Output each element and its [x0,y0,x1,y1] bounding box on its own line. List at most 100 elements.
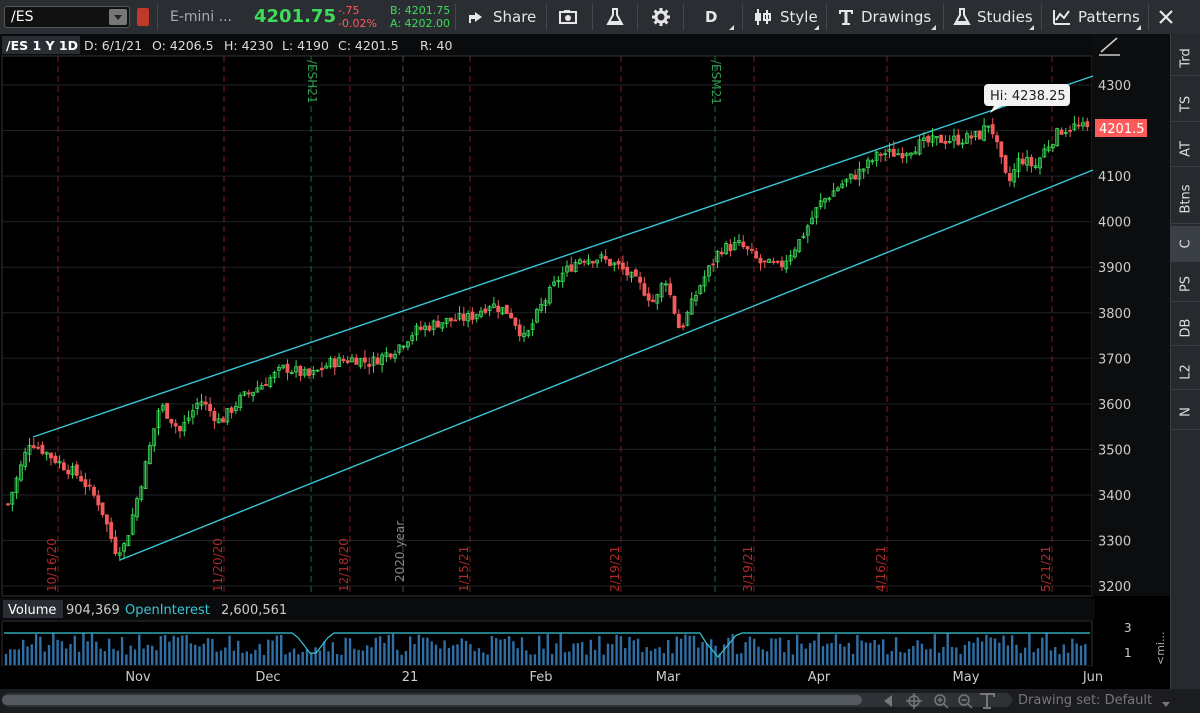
candle-body [999,141,1004,158]
candle-body [788,255,793,262]
tab-at[interactable]: AT [1171,131,1200,167]
candle-body [190,410,195,418]
flask-icon [953,8,971,25]
candle-body [818,200,823,207]
candle-body [560,272,565,282]
tab-label: Trd [1178,47,1194,68]
tab-l2[interactable]: L2 [1171,354,1200,390]
chevron-down-icon[interactable] [1162,702,1170,707]
candle-body [410,335,415,341]
candle-body [307,368,311,376]
candle-body [741,241,746,248]
tab-ps[interactable]: PS [1171,266,1200,302]
candle-body [259,385,264,390]
candle-body [732,242,737,251]
price-tick-label: 3800 [1098,307,1131,322]
candle-body [956,134,961,145]
time-axis: Nov Dec 21 Feb Mar Apr May Jun [125,670,1103,685]
tab-db[interactable]: DB [1171,310,1200,346]
crosshair-icon[interactable] [906,693,922,709]
candle-body [466,313,471,322]
candle-body [590,261,595,264]
drawings-button[interactable]: Drawings [837,0,939,34]
candle-body [625,266,630,276]
candle-body [513,317,518,326]
candle-body [444,317,449,324]
candle-body [780,260,784,268]
close-button[interactable] [1158,0,1180,34]
tab-label: AT [1178,140,1194,157]
candle-body [453,319,458,322]
candle-body [836,187,840,192]
tab-ts[interactable]: TS [1171,86,1200,122]
tab-c[interactable]: C [1171,226,1200,262]
price-tick-label: 4000 [1098,216,1131,231]
expiration-marker-label: 10/16/20 [45,538,59,592]
header-low: L: 4190 [282,38,329,53]
channel-drawing[interactable] [32,75,1094,561]
share-button[interactable]: Share [467,0,536,34]
candle-body [1051,144,1055,149]
link-tag-icon[interactable] [137,8,149,26]
candle-body [221,418,225,423]
candle-body [92,486,96,496]
flask-button[interactable] [606,0,630,34]
tab-btns[interactable]: Btns [1171,174,1200,224]
snapshot-button[interactable] [558,0,586,34]
channel-lower-line[interactable] [119,169,1094,561]
style-label: Style [780,8,818,26]
volume-value: 904,369 [66,603,120,618]
auto-scale-icon[interactable] [1099,37,1120,56]
pan-left-icon[interactable] [884,695,892,707]
symbol-selector[interactable]: /ES [4,6,130,28]
candle-body [934,136,939,139]
ask-value: A: 4202.00 [390,17,451,30]
candle-body [844,178,849,183]
patterns-button[interactable]: Patterns [1052,0,1144,34]
candle-body [268,377,273,387]
scrollbar-thumb[interactable] [2,695,862,705]
corner-arrow-icon [1136,25,1141,30]
candle-body [603,256,608,260]
settings-button[interactable] [651,0,677,34]
candle-body [319,367,324,371]
zoom-in-icon[interactable] [934,694,949,709]
text-tool-icon[interactable] [980,693,995,709]
symbol-input[interactable]: /ES [11,9,34,25]
candle-body [522,332,526,338]
contract-roll-label: /ESM21 [709,60,723,105]
studies-button[interactable]: Studies [953,0,1037,34]
candle-body [599,254,604,259]
candle-body [332,358,337,368]
candle-body [315,369,320,372]
candle-body [380,354,385,366]
tab-n[interactable]: N [1171,394,1200,430]
candle-body [569,264,574,272]
timeframe-button[interactable]: D [705,0,737,34]
header-close: C: 4201.5 [338,38,399,53]
chevron-down-icon[interactable] [109,9,127,25]
candle-body [573,262,578,272]
price-chart[interactable]: /ES 1 Y 1D D: 6/1/21 O: 4206.5 H: 4230 L… [0,0,1170,689]
price-tick-label: 3400 [1098,489,1131,504]
candle-body [530,323,535,330]
horizontal-scrollbar[interactable] [2,693,1012,707]
tab-trd[interactable]: Trd [1171,40,1200,76]
candle-body [130,514,135,535]
candle-body [762,260,767,263]
corner-arrow-icon [1029,25,1034,30]
candle-body [827,197,832,200]
candle-body [1003,155,1008,173]
candle-body [216,418,221,423]
drawing-set-label[interactable]: Drawing set: Default [1018,693,1153,708]
candle-body [156,410,161,429]
zoom-out-icon[interactable] [958,694,973,709]
style-button[interactable]: Style [752,0,822,34]
candle-body [995,135,999,143]
channel-upper-line[interactable] [32,75,1094,438]
candle-body [922,137,926,142]
candle-body [655,294,660,304]
candle-body [676,313,681,329]
candle-body [401,345,406,348]
candle-body [969,135,974,139]
